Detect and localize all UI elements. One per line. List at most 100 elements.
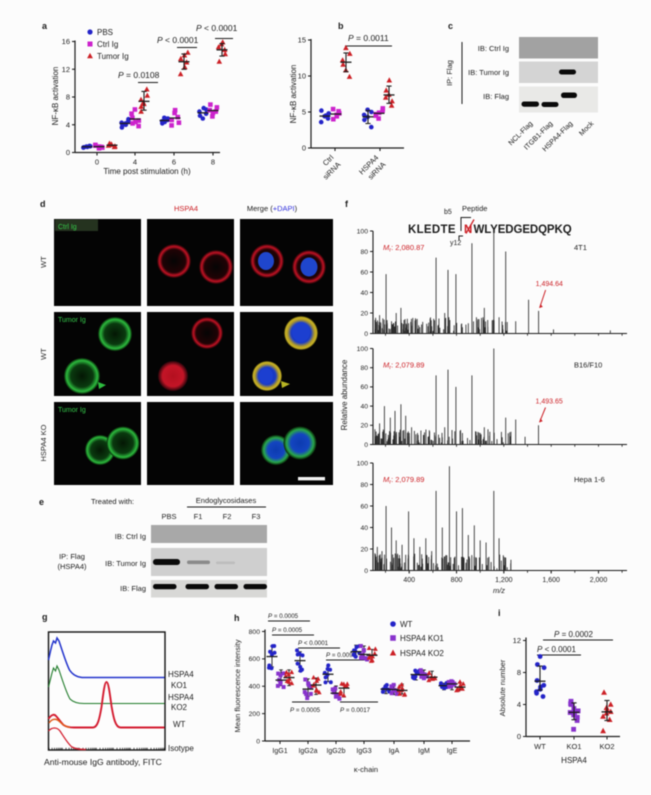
svg-text:P = 0.0017: P = 0.0017 bbox=[340, 707, 371, 714]
svg-text:IB: Ctrl Ig: IB: Ctrl Ig bbox=[115, 532, 146, 541]
svg-text:80: 80 bbox=[360, 365, 368, 372]
svg-text:400: 400 bbox=[403, 577, 415, 584]
svg-text:20: 20 bbox=[360, 310, 368, 317]
svg-text:1,494.64: 1,494.64 bbox=[536, 281, 563, 288]
svg-text:20: 20 bbox=[360, 546, 368, 553]
svg-text:IgM: IgM bbox=[418, 748, 430, 755]
svg-text:KO2: KO2 bbox=[599, 742, 614, 751]
svg-text:b5: b5 bbox=[444, 209, 452, 216]
svg-text:P = 0.0091: P = 0.0091 bbox=[326, 652, 357, 659]
svg-text:0: 0 bbox=[364, 331, 368, 338]
svg-text:8: 8 bbox=[517, 668, 521, 677]
svg-text:60: 60 bbox=[360, 269, 368, 276]
svg-text:P = 0.0005: P = 0.0005 bbox=[272, 627, 303, 634]
svg-text:100: 100 bbox=[357, 346, 369, 353]
svg-text:Relative abundance: Relative abundance bbox=[340, 359, 349, 430]
svg-text:PBS: PBS bbox=[161, 512, 176, 521]
svg-text:200: 200 bbox=[249, 711, 261, 718]
svg-text:1,600: 1,600 bbox=[542, 577, 560, 584]
svg-text:Endoglycosidases: Endoglycosidases bbox=[196, 496, 257, 505]
svg-text:16: 16 bbox=[62, 37, 70, 46]
svg-text:Ctrl Ig: Ctrl Ig bbox=[97, 40, 118, 49]
svg-text:IB: Flag: IB: Flag bbox=[483, 92, 509, 101]
svg-text:40: 40 bbox=[360, 525, 368, 532]
svg-text:Time post stimulation (h): Time post stimulation (h) bbox=[103, 167, 191, 176]
svg-text:KO2: KO2 bbox=[171, 703, 188, 712]
svg-text:0: 0 bbox=[302, 144, 306, 153]
svg-text:100: 100 bbox=[357, 228, 369, 235]
svg-text:HSPA4 KO: HSPA4 KO bbox=[39, 424, 48, 461]
svg-text:0: 0 bbox=[517, 732, 521, 741]
svg-text:κ-chain: κ-chain bbox=[354, 765, 378, 774]
svg-text:P < 0.0001: P < 0.0001 bbox=[196, 23, 238, 33]
svg-text:HSPA4: HSPA4 bbox=[168, 670, 194, 679]
svg-text:e: e bbox=[39, 497, 44, 507]
svg-text:Mr: 2,079.89: Mr: 2,079.89 bbox=[383, 475, 424, 486]
svg-text:IP: Flag: IP: Flag bbox=[59, 552, 85, 561]
svg-text:Peptide: Peptide bbox=[462, 204, 487, 213]
svg-text:40: 40 bbox=[360, 290, 368, 297]
svg-text:IgE: IgE bbox=[447, 748, 458, 755]
svg-text:8: 8 bbox=[66, 93, 70, 102]
svg-text:4: 4 bbox=[66, 120, 70, 129]
svg-text:IB: Ctrl Ig: IB: Ctrl Ig bbox=[478, 44, 509, 53]
svg-text:(HSPA4): (HSPA4) bbox=[57, 562, 87, 571]
svg-text:Treated with:: Treated with: bbox=[91, 497, 134, 506]
svg-text:Mean fluorescence intensity: Mean fluorescence intensity bbox=[233, 639, 242, 732]
svg-text:B16/F10: B16/F10 bbox=[574, 361, 602, 370]
svg-text:WT: WT bbox=[400, 620, 413, 629]
svg-text:12: 12 bbox=[513, 636, 521, 645]
svg-text:PBS: PBS bbox=[97, 28, 113, 37]
svg-text:P = 0.0002: P = 0.0002 bbox=[554, 630, 593, 639]
svg-text:0: 0 bbox=[66, 148, 70, 157]
svg-text:WT: WT bbox=[173, 720, 186, 729]
svg-text:100: 100 bbox=[357, 460, 369, 467]
svg-text:F2: F2 bbox=[223, 512, 232, 521]
svg-text:4: 4 bbox=[133, 158, 137, 167]
svg-text:IgG3: IgG3 bbox=[356, 748, 371, 755]
svg-text:P = 0.0011: P = 0.0011 bbox=[348, 33, 389, 43]
svg-text:800: 800 bbox=[249, 629, 261, 636]
svg-text:Mr: 2,079.89: Mr: 2,079.89 bbox=[383, 361, 424, 372]
svg-text:4T1: 4T1 bbox=[574, 243, 587, 252]
svg-text:IP: Flag: IP: Flag bbox=[445, 60, 454, 86]
svg-text:Hepa 1-6: Hepa 1-6 bbox=[574, 475, 605, 484]
svg-text:NF-κB activation: NF-κB activation bbox=[51, 67, 60, 126]
svg-text:i: i bbox=[498, 608, 501, 618]
svg-text:Tumor Ig: Tumor Ig bbox=[97, 52, 129, 61]
svg-text:m/z: m/z bbox=[493, 586, 505, 595]
svg-text:0: 0 bbox=[256, 738, 260, 745]
svg-text:1,493.65: 1,493.65 bbox=[536, 399, 563, 406]
svg-text:HSPA4: HSPA4 bbox=[168, 693, 194, 702]
svg-text:60: 60 bbox=[360, 384, 368, 391]
svg-text:10: 10 bbox=[298, 72, 306, 81]
svg-text:c: c bbox=[448, 21, 453, 31]
svg-text:HSPA4: HSPA4 bbox=[174, 204, 198, 213]
svg-text:P < 0.0001: P < 0.0001 bbox=[157, 35, 199, 45]
svg-text:Absolute number: Absolute number bbox=[498, 659, 507, 716]
svg-text:Mr: 2,080.87: Mr: 2,080.87 bbox=[383, 243, 424, 254]
svg-text:y12: y12 bbox=[450, 240, 461, 247]
svg-text:6: 6 bbox=[172, 158, 176, 167]
svg-text:HSPA4: HSPA4 bbox=[561, 756, 587, 765]
svg-text:0: 0 bbox=[364, 442, 368, 449]
svg-text:12: 12 bbox=[62, 65, 70, 74]
svg-text:15: 15 bbox=[298, 36, 306, 45]
svg-text:WT: WT bbox=[534, 742, 546, 751]
svg-text:KO1: KO1 bbox=[171, 681, 188, 690]
svg-text:Merge (+DAPI): Merge (+DAPI) bbox=[247, 204, 298, 213]
svg-text:b: b bbox=[338, 21, 344, 31]
svg-text:80: 80 bbox=[360, 249, 368, 256]
svg-text:WT: WT bbox=[39, 348, 48, 360]
svg-text:1,200: 1,200 bbox=[495, 577, 513, 584]
svg-text:IB: Flag: IB: Flag bbox=[120, 584, 146, 593]
svg-text:40: 40 bbox=[360, 403, 368, 410]
svg-text:P < 0.0001: P < 0.0001 bbox=[537, 645, 576, 654]
svg-text:HSPA4 KO2: HSPA4 KO2 bbox=[400, 649, 444, 658]
svg-text:Anti-mouse IgG antibody, FITC: Anti-mouse IgG antibody, FITC bbox=[44, 757, 162, 767]
svg-text:5: 5 bbox=[302, 108, 306, 117]
svg-text:4: 4 bbox=[517, 700, 521, 709]
svg-text:h: h bbox=[234, 613, 240, 623]
svg-text:P < 0.0001: P < 0.0001 bbox=[298, 640, 329, 647]
svg-text:IgG2b: IgG2b bbox=[326, 748, 345, 755]
